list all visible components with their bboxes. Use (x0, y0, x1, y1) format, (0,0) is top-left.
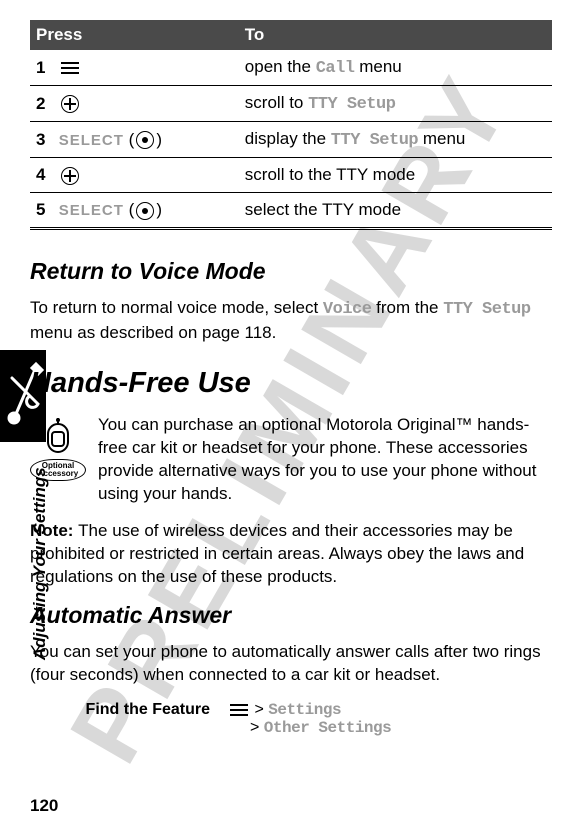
select-key-icon (136, 202, 154, 220)
th-to: To (239, 20, 552, 50)
note-paragraph: Note: The use of wireless devices and th… (30, 520, 552, 589)
table-row: 5 SELECT ()select the TTY mode (30, 193, 552, 229)
menu-icon (61, 62, 79, 74)
hands-free-heading: Hands-Free Use (30, 367, 552, 400)
table-row: 4 scroll to the TTY mode (30, 158, 552, 193)
optional-accessory-icon: Optional Accessory (30, 414, 86, 481)
find-the-feature: Find the Feature > Settings > Other Sett… (30, 701, 552, 737)
nav-icon (61, 95, 79, 113)
table-row: 3 SELECT ()display the TTY Setup menu (30, 122, 552, 158)
steps-table: Press To 1 open the Call menu2 scroll to… (30, 20, 552, 230)
table-row: 1 open the Call menu (30, 50, 552, 86)
select-key-icon (136, 131, 154, 149)
automatic-answer-heading: Automatic Answer (30, 602, 552, 629)
menu-icon (230, 704, 248, 716)
automatic-answer-paragraph: You can set your phone to automatically … (30, 641, 552, 687)
th-press: Press (30, 20, 239, 50)
page-number: 120 (30, 796, 58, 816)
nav-icon (61, 167, 79, 185)
table-row: 2 scroll to TTY Setup (30, 86, 552, 122)
return-to-voice-paragraph: To return to normal voice mode, select V… (30, 297, 552, 345)
hands-free-paragraph: You can purchase an optional Motorola Or… (98, 414, 552, 506)
return-to-voice-heading: Return to Voice Mode (30, 258, 552, 285)
